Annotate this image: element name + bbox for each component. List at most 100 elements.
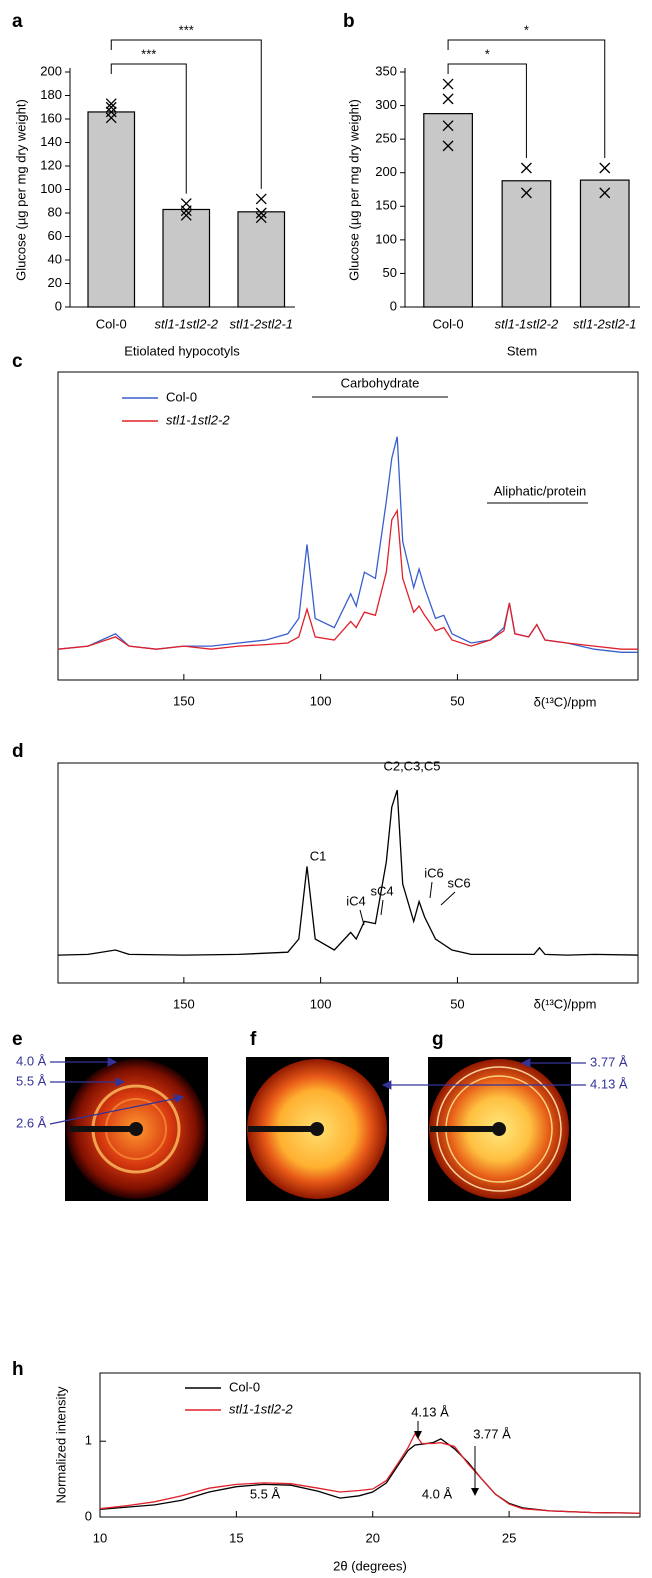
y-tick-label: 160 xyxy=(40,110,62,125)
spectrum-line xyxy=(57,508,638,650)
significance-label: * xyxy=(485,46,490,61)
x-axis-label: Stem xyxy=(507,343,537,358)
d-spacing-label: 2.6 Å xyxy=(16,1115,47,1130)
annotation: 4.13 Å xyxy=(411,1404,449,1419)
annotation: 4.0 Å xyxy=(422,1486,453,1501)
d-spacing-label: 3.77 Å xyxy=(590,1054,628,1069)
decoration xyxy=(380,899,384,916)
x-axis-label: 2θ (degrees) xyxy=(333,1558,407,1573)
x-tick-label: Col-0 xyxy=(96,316,127,331)
y-tick-label: 120 xyxy=(40,157,62,172)
y-tick-label: 0 xyxy=(85,1508,92,1523)
y-tick-label: 0 xyxy=(55,298,62,313)
y-axis-label: Glucose (µg per mg dry weight) xyxy=(13,99,28,281)
legend-label: Col-0 xyxy=(229,1379,260,1394)
spectrum-line xyxy=(57,436,638,653)
y-tick-label: 300 xyxy=(375,97,397,112)
y-tick-label: 1 xyxy=(85,1433,92,1448)
y-tick-label: 140 xyxy=(40,134,62,149)
y-tick-label: 200 xyxy=(40,63,62,78)
panel-letter: h xyxy=(12,1359,24,1380)
y-tick-label: 0 xyxy=(390,298,397,313)
x-tick-label: stl1-2stl2-1 xyxy=(573,316,637,331)
data-point xyxy=(520,187,532,199)
y-axis-label: Glucose (µg per mg dry weight) xyxy=(346,99,361,281)
bar xyxy=(423,113,473,308)
x-tick-label: 150 xyxy=(173,996,195,1011)
data-point xyxy=(599,162,611,174)
panel-letter: e xyxy=(12,1029,23,1050)
annotation: sC6 xyxy=(447,875,470,890)
y-tick-label: 100 xyxy=(40,181,62,196)
panel-letter: c xyxy=(12,351,23,372)
spectrum-line xyxy=(99,1432,641,1514)
bar xyxy=(87,111,136,308)
y-tick-label: 150 xyxy=(375,198,397,213)
spectrum-line xyxy=(99,1438,641,1514)
annotation: 3.77 Å xyxy=(473,1426,511,1441)
x-axis-label: δ(¹³C)/ppm xyxy=(534,996,597,1011)
data-point xyxy=(442,140,454,152)
significance-bracket xyxy=(447,39,606,159)
data-point xyxy=(255,193,267,205)
panel-letter: d xyxy=(12,741,24,762)
legend-label: stl1-1stl2-2 xyxy=(166,412,230,427)
decoration xyxy=(429,881,433,899)
bar xyxy=(501,180,552,308)
y-tick-label: 180 xyxy=(40,87,62,102)
x-tick-label: stl1-2stl2-1 xyxy=(229,316,293,331)
y-tick-label: 20 xyxy=(48,275,62,290)
d-spacing-label: 5.5 Å xyxy=(16,1073,47,1088)
y-tick-label: 60 xyxy=(48,228,62,243)
plot-frame xyxy=(57,762,639,984)
y-tick-label: 350 xyxy=(375,63,397,78)
y-tick-label: 80 xyxy=(48,204,62,219)
plot-frame xyxy=(57,371,639,681)
y-tick-label: 50 xyxy=(383,265,397,280)
legend-label: stl1-1stl2-2 xyxy=(229,1401,293,1416)
decoration xyxy=(440,891,456,906)
decoration xyxy=(359,909,365,926)
x-tick-label: 50 xyxy=(450,693,464,708)
annotation: C1 xyxy=(310,848,327,863)
x-tick-label: 20 xyxy=(365,1530,379,1545)
data-point xyxy=(255,212,267,224)
x-tick-label: 25 xyxy=(502,1530,516,1545)
data-point xyxy=(520,162,532,174)
d-spacing-label: 4.0 Å xyxy=(16,1053,47,1068)
plot-frame xyxy=(99,1372,641,1518)
data-point xyxy=(442,78,454,90)
annotation: Carbohydrate xyxy=(341,375,420,390)
x-axis-label: δ(¹³C)/ppm xyxy=(534,694,597,709)
annotation: 5.5 Å xyxy=(250,1486,281,1501)
y-tick-label: 200 xyxy=(375,164,397,179)
x-tick-label: 150 xyxy=(173,693,195,708)
data-point xyxy=(180,209,192,221)
y-tick-label: 250 xyxy=(375,131,397,146)
panel-letter: g xyxy=(432,1029,444,1050)
x-tick-label: Col-0 xyxy=(433,316,464,331)
significance-bracket xyxy=(110,39,262,189)
significance-bracket xyxy=(110,63,187,194)
y-tick-label: 100 xyxy=(375,231,397,246)
data-point xyxy=(255,207,267,219)
x-tick-label: 50 xyxy=(450,996,464,1011)
bar xyxy=(237,211,286,308)
bar xyxy=(162,208,211,308)
annotation: sC4 xyxy=(370,883,393,898)
x-tick-label: 15 xyxy=(229,1530,243,1545)
significance-bracket xyxy=(447,63,527,159)
y-tick-label: 40 xyxy=(48,251,62,266)
panel-letter: b xyxy=(343,11,355,32)
x-tick-label: stl1-1stl2-2 xyxy=(495,316,559,331)
x-tick-label: stl1-1stl2-2 xyxy=(154,316,218,331)
annotation: iC4 xyxy=(346,893,366,908)
x-axis-label: Etiolated hypocotyls xyxy=(124,343,240,358)
data-point xyxy=(105,112,117,124)
diffraction-images xyxy=(65,1057,571,1201)
significance-label: *** xyxy=(141,46,156,61)
panel-letter: a xyxy=(12,11,23,32)
x-tick-label: 10 xyxy=(93,1530,107,1545)
data-point xyxy=(105,98,117,110)
